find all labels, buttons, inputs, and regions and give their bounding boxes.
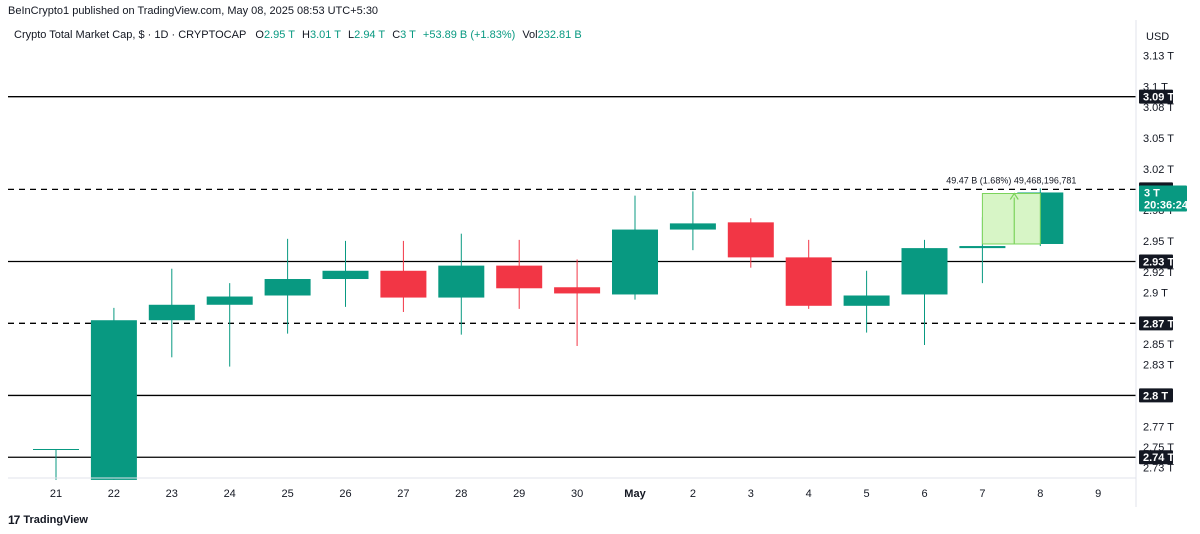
time-tick-label: 5	[864, 488, 870, 500]
candle-body	[612, 229, 658, 295]
level-price-tag-bg	[1139, 89, 1173, 104]
level-price-tag-bg	[1139, 316, 1173, 331]
time-tick-label: 3	[748, 488, 754, 500]
time-tick-label: 28	[455, 488, 467, 500]
open-value: 2.95 T	[263, 29, 295, 41]
candle-body	[669, 223, 716, 230]
currency-label: USD	[1146, 31, 1169, 43]
low-value: 2.94 T	[354, 29, 386, 41]
change-value: +53.89 B (+1.83%)	[422, 29, 516, 41]
time-tick-label: May	[624, 488, 646, 500]
time-tick-label: 26	[339, 488, 351, 500]
current-price-tag: 3 T	[1144, 187, 1160, 199]
close-value: 3 T	[400, 29, 416, 41]
candle-body	[959, 246, 1006, 249]
time-tick-label: 21	[50, 488, 62, 500]
candle-body	[148, 304, 195, 321]
price-tick-label: 3.13 T	[1143, 50, 1174, 62]
countdown-timer: 20:36:24	[1144, 199, 1189, 211]
candle-body	[33, 449, 79, 451]
horizontal-levels	[8, 96, 1136, 458]
candle-body	[785, 257, 832, 306]
time-axis[interactable]: 21 22 23 24 25 26 27 28 29 30 May 2 3 4 5 6 7 8 9	[8, 477, 1136, 500]
high-value: 3.01 T	[309, 29, 341, 41]
time-tick-label: 9	[1095, 488, 1101, 500]
symbol-legend: Crypto Total Market Cap, $ · 1D · CRYPTO…	[14, 29, 586, 41]
candle-body	[264, 279, 311, 296]
tradingview-logo-mark-icon: 17	[8, 513, 20, 527]
candle-body	[206, 296, 253, 305]
price-tick-label: 2.9 T	[1143, 287, 1168, 299]
price-tick-label: 3.02 T	[1143, 164, 1174, 176]
price-tick-label: 2.92 T	[1143, 267, 1174, 279]
publisher-line: BeInCrypto1 published on TradingView.com…	[8, 5, 379, 17]
time-tick-label: 8	[1037, 488, 1043, 500]
tradingview-logo[interactable]: 17 TradingView	[8, 513, 88, 527]
time-tick-label: 24	[224, 488, 236, 500]
time-tick-label: 25	[281, 488, 293, 500]
price-tags: 3.09 T2.93 T2.8 T2.74 T3 T2.87 T3 T20:36…	[1139, 89, 1189, 465]
volume-value: 232.81 B	[537, 29, 582, 41]
price-tick-label: 3.05 T	[1143, 133, 1174, 145]
measure-tool: 49.47 B (1.68%) 49,468,196,781	[946, 176, 1076, 245]
candle-body	[727, 222, 774, 258]
level-price-tag: 3.09 T	[1143, 92, 1174, 104]
time-tick-label: 22	[108, 488, 120, 500]
measure-box	[981, 193, 1041, 245]
low-label: L	[348, 29, 355, 41]
time-tick-label: 6	[921, 488, 927, 500]
time-tick-label: 4	[806, 488, 812, 500]
open-label: O	[255, 29, 264, 41]
candle-body	[438, 265, 485, 298]
time-tick-label: 2	[690, 488, 696, 500]
level-price-tag-bg	[1139, 450, 1173, 465]
level-price-tag: 2.93 T	[1143, 257, 1174, 269]
time-tick-label: 27	[397, 488, 409, 500]
time-tick-label: 7	[979, 488, 985, 500]
candles	[33, 188, 1064, 480]
candle-body	[554, 287, 601, 294]
price-tick-label: 2.77 T	[1143, 421, 1174, 433]
close-label: C	[392, 29, 401, 41]
tradingview-logo-text: TradingView	[23, 514, 88, 526]
price-tick-label: 3.08 T	[1143, 102, 1174, 114]
price-tick-label: 2.83 T	[1143, 360, 1174, 372]
level-price-tag: 2.74 T	[1143, 452, 1174, 464]
time-tick-label: 23	[166, 488, 178, 500]
candle-body	[496, 265, 543, 289]
price-tick-label: 2.85 T	[1143, 339, 1174, 351]
candle-body	[901, 248, 948, 295]
candle-body	[380, 270, 427, 298]
measure-label: 49.47 B (1.68%) 49,468,196,781	[946, 176, 1076, 186]
measure-arrow-head-icon	[1009, 192, 1019, 200]
current-price-tag-bg	[1139, 185, 1187, 212]
time-tick-label: 29	[513, 488, 525, 500]
candle-body	[90, 320, 137, 480]
symbol-name[interactable]: Crypto Total Market Cap, $ · 1D · CRYPTO…	[14, 29, 247, 41]
level-price-tag: 2.8 T	[1143, 390, 1168, 402]
high-label: H	[302, 29, 310, 41]
level-price-tag-bg	[1139, 254, 1173, 269]
candle-body	[322, 270, 369, 280]
level-price-tag: 2.87 T	[1143, 318, 1174, 330]
price-tick-label: 2.95 T	[1143, 236, 1174, 248]
time-tick-label: 30	[571, 488, 583, 500]
candle-body	[843, 295, 890, 306]
price-tick-label: 2.73 T	[1143, 463, 1174, 475]
level-price-tag-bg	[1139, 388, 1173, 403]
volume-label: Vol	[522, 29, 538, 41]
